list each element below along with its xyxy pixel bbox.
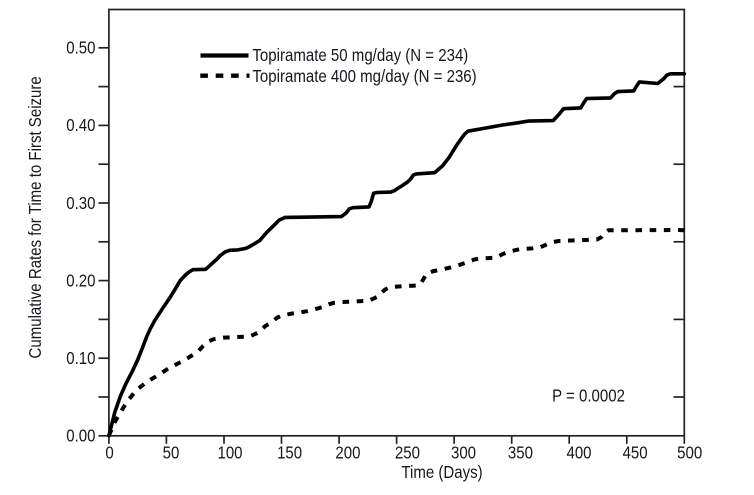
svg-text:0.40: 0.40 — [66, 115, 95, 136]
svg-text:0: 0 — [105, 442, 113, 463]
svg-text:100: 100 — [217, 442, 242, 463]
svg-text:0.20: 0.20 — [66, 270, 95, 291]
svg-text:0.50: 0.50 — [66, 37, 95, 58]
svg-text:0.10: 0.10 — [66, 348, 95, 369]
svg-text:150: 150 — [277, 442, 302, 463]
svg-text:400: 400 — [566, 442, 591, 463]
svg-text:250: 250 — [395, 442, 420, 463]
svg-text:Time (Days): Time (Days) — [401, 462, 482, 483]
svg-text:0.30: 0.30 — [66, 193, 95, 214]
svg-text:450: 450 — [623, 442, 648, 463]
svg-text:Topiramate 50 mg/day (N = 234): Topiramate 50 mg/day (N = 234) — [252, 45, 468, 66]
svg-text:50: 50 — [163, 442, 180, 463]
svg-text:500: 500 — [677, 442, 702, 463]
svg-text:350: 350 — [508, 442, 533, 463]
svg-text:P = 0.0002: P = 0.0002 — [552, 385, 625, 406]
svg-text:0.00: 0.00 — [66, 425, 95, 446]
svg-text:Cumulative Rates for Time to F: Cumulative Rates for Time to First Seizu… — [25, 76, 46, 358]
svg-text:200: 200 — [335, 442, 360, 463]
svg-text:Topiramate 400 mg/day (N = 236: Topiramate 400 mg/day (N = 236) — [252, 66, 476, 87]
svg-text:300: 300 — [451, 442, 476, 463]
